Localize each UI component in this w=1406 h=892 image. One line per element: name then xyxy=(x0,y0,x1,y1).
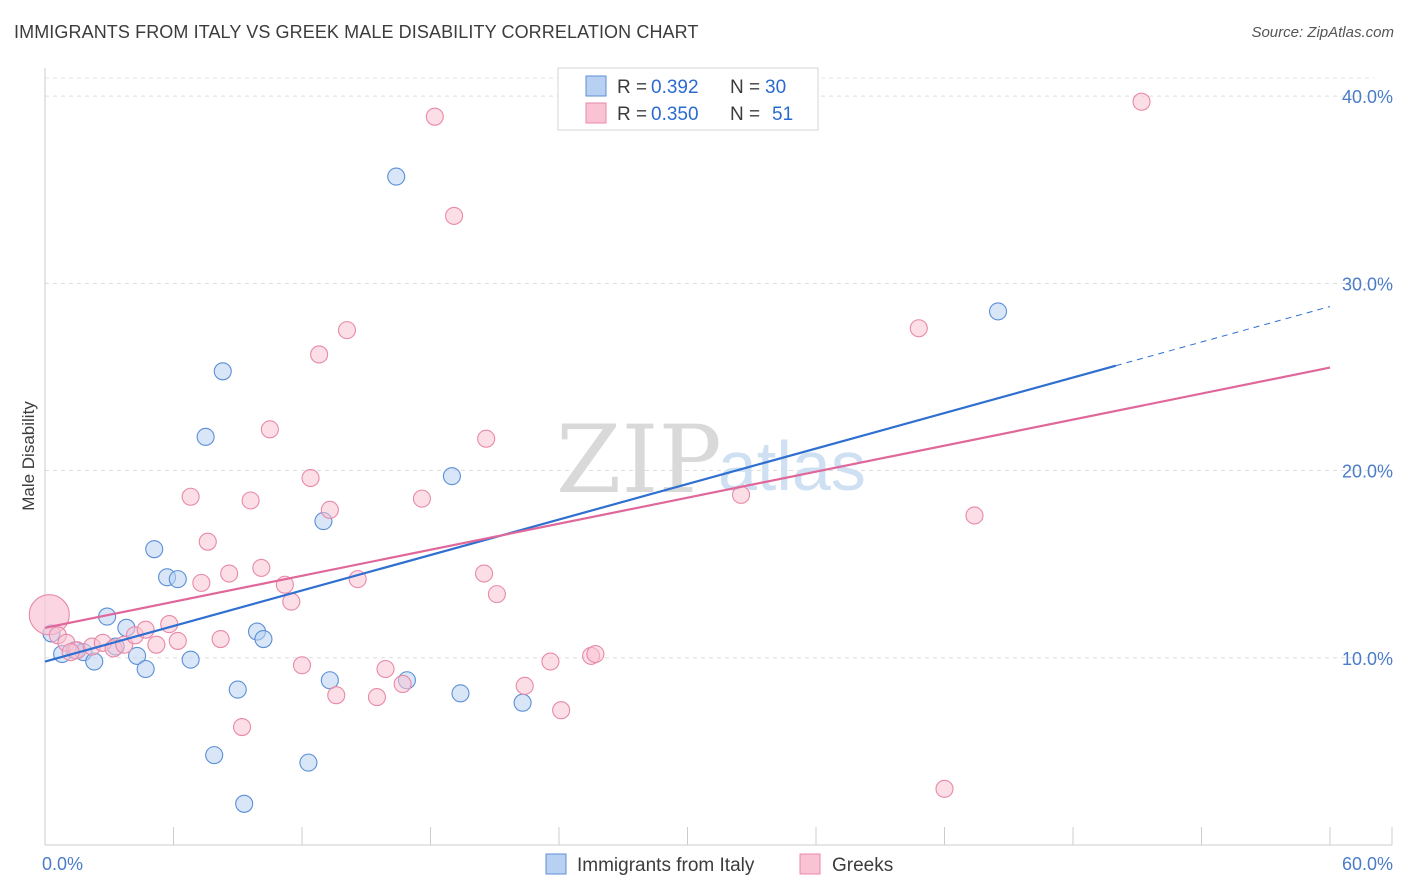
italy-point xyxy=(168,570,187,589)
gridlines xyxy=(45,77,1375,659)
italy-point xyxy=(181,650,200,669)
legend-n-italy: 30 xyxy=(765,77,786,98)
greeks-point xyxy=(160,615,179,634)
trend-lines xyxy=(44,306,1331,663)
greeks-point xyxy=(412,489,431,508)
y-tick-label: 30.0% xyxy=(1342,274,1393,294)
italy-point xyxy=(205,746,224,765)
legend-n-greeks: 51 xyxy=(772,104,793,125)
greeks-point xyxy=(477,429,496,448)
legend-r-label-italy: R = xyxy=(617,77,647,98)
italy-point xyxy=(85,652,104,671)
source-credit: Source: ZipAtlas.com xyxy=(1251,24,1394,41)
greeks-point xyxy=(241,491,260,510)
watermark: ZIP atlas xyxy=(556,406,866,515)
series-greeks-points xyxy=(28,92,1151,798)
greeks-point xyxy=(310,345,329,364)
italy-point xyxy=(442,467,461,486)
italy-point xyxy=(387,167,406,186)
greeks-point xyxy=(211,629,230,649)
italy-point xyxy=(196,427,215,446)
bottom-legend-label-italy: Immigrants from Italy xyxy=(577,855,755,876)
greeks-point xyxy=(515,676,534,695)
greeks-point xyxy=(220,564,239,583)
greeks-point xyxy=(292,656,312,675)
greeks-point xyxy=(301,468,320,488)
y-tick-labels: 10.0% 20.0% 30.0% 40.0% xyxy=(1342,87,1393,669)
greeks-point xyxy=(232,717,252,737)
greeks-point xyxy=(1132,92,1151,111)
greeks-point xyxy=(320,500,339,519)
greeks-point xyxy=(965,506,984,525)
greeks-point xyxy=(445,206,464,225)
legend-swatch-greeks xyxy=(585,102,607,124)
bottom-legend-label-greeks: Greeks xyxy=(832,855,893,876)
greeks-point xyxy=(487,585,506,604)
italy-point xyxy=(235,794,254,813)
bottom-legend-swatch-greeks xyxy=(799,853,821,875)
greeks-point xyxy=(552,701,571,720)
greeks-point xyxy=(586,644,605,664)
greeks-point xyxy=(367,688,387,707)
greeks-point xyxy=(181,487,200,506)
bottom-legend-swatch-italy xyxy=(545,853,567,875)
legend-r-label-greeks: R = xyxy=(617,104,647,125)
legend-swatch-italy xyxy=(585,75,607,97)
x-tick-label: 60.0% xyxy=(1342,854,1393,874)
italy-point xyxy=(320,671,339,690)
italy-point xyxy=(513,693,532,712)
chart-title: IMMIGRANTS FROM ITALY VS GREEK MALE DISA… xyxy=(14,22,699,42)
greeks-point xyxy=(541,652,560,671)
axes xyxy=(44,68,1393,846)
legend-r-greeks: 0.350 xyxy=(651,104,699,125)
x-tick-labels: 0.0% 60.0% xyxy=(42,854,1393,874)
y-axis-label: Male Disability xyxy=(19,401,38,511)
greeks-point xyxy=(192,573,211,592)
greeks-point xyxy=(425,107,444,126)
greeks-point xyxy=(260,420,279,439)
x-tick-label: 0.0% xyxy=(42,854,83,874)
italy-point xyxy=(299,753,318,772)
italy-point xyxy=(451,684,470,703)
greeks-point xyxy=(327,686,346,705)
greeks-point xyxy=(252,558,271,577)
greeks-point xyxy=(198,532,217,551)
bottom-legend: Immigrants from Italy Greeks xyxy=(545,853,893,876)
y-tick-label: 10.0% xyxy=(1342,649,1393,669)
greeks-point xyxy=(474,564,494,583)
trend-line-greeks xyxy=(44,366,1331,629)
italy-point xyxy=(128,646,147,665)
greeks-point xyxy=(376,659,395,679)
greeks-point xyxy=(147,635,166,654)
greeks-point xyxy=(393,674,412,694)
italy-point xyxy=(213,362,232,381)
legend-n-label-italy: N = xyxy=(730,77,760,98)
y-tick-label: 20.0% xyxy=(1342,462,1393,482)
italy-point xyxy=(136,659,155,679)
italy-point xyxy=(228,680,247,699)
greeks-point xyxy=(935,779,954,798)
watermark-zip: ZIP xyxy=(556,406,722,515)
trend-line-italy xyxy=(44,364,1117,663)
top-legend: R = 0.392 N = 30 R = 0.350 N = 51 xyxy=(557,67,819,131)
greeks-point xyxy=(909,319,928,338)
legend-r-italy: 0.392 xyxy=(651,77,699,98)
italy-point xyxy=(254,629,273,649)
y-tick-label: 40.0% xyxy=(1342,87,1393,107)
greeks-point xyxy=(168,631,187,650)
trend-line-italy-extrapolated xyxy=(1115,306,1331,367)
italy-point xyxy=(145,540,164,559)
italy-point xyxy=(988,302,1008,321)
greeks-point xyxy=(337,321,357,340)
legend-n-label-greeks: N = xyxy=(730,104,760,125)
